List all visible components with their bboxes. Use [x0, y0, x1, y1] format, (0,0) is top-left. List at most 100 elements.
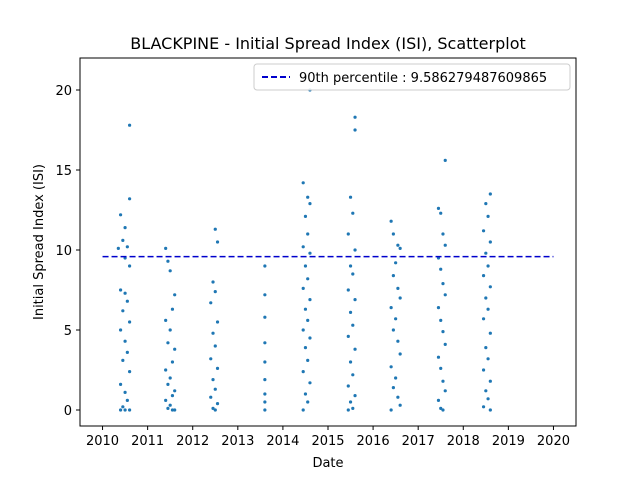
data-point	[308, 251, 312, 255]
data-point	[353, 394, 357, 398]
data-point	[348, 264, 353, 268]
data-point	[389, 365, 393, 369]
data-point	[128, 370, 132, 374]
data-point	[353, 347, 357, 351]
data-point	[211, 406, 215, 410]
data-point	[488, 240, 492, 244]
data-point	[164, 368, 168, 372]
data-point	[308, 336, 312, 340]
data-point	[441, 330, 445, 334]
data-point	[263, 293, 267, 297]
data-point	[398, 403, 402, 407]
data-point	[173, 408, 177, 412]
data-point	[121, 358, 125, 362]
data-point	[353, 128, 357, 132]
data-point	[118, 408, 123, 412]
x-axis-label: Date	[312, 456, 343, 471]
data-point	[301, 245, 305, 249]
data-point	[215, 366, 220, 370]
data-point	[211, 378, 215, 382]
data-point	[436, 398, 441, 402]
data-point	[213, 290, 217, 294]
data-point	[170, 394, 175, 398]
data-point	[263, 360, 267, 364]
data-point	[263, 264, 267, 268]
y-tick-label: 10	[55, 244, 72, 259]
data-point	[303, 307, 308, 311]
data-point	[394, 261, 398, 265]
data-point	[486, 357, 490, 361]
data-point	[263, 400, 267, 404]
data-point	[128, 197, 132, 201]
data-point	[481, 274, 486, 278]
data-point	[484, 202, 488, 206]
data-point	[118, 288, 123, 292]
data-point	[121, 238, 125, 242]
data-point	[164, 246, 168, 250]
data-point	[486, 307, 490, 311]
data-point	[215, 402, 220, 406]
data-point	[391, 232, 395, 236]
x-tick-label: 2016	[357, 434, 390, 449]
data-point	[308, 298, 312, 302]
x-tick-label: 2011	[131, 434, 164, 449]
data-point	[301, 286, 305, 290]
data-point	[484, 346, 488, 350]
data-point	[439, 366, 443, 370]
data-point	[164, 398, 168, 402]
data-point	[263, 392, 267, 396]
data-point	[128, 123, 132, 127]
data-point	[351, 406, 355, 410]
data-point	[394, 376, 398, 380]
data-point	[168, 403, 172, 407]
data-point	[168, 269, 172, 273]
data-point	[166, 341, 170, 345]
data-point	[346, 408, 350, 412]
data-point	[396, 395, 400, 399]
data-point	[443, 243, 447, 247]
data-point	[439, 211, 443, 215]
data-point	[121, 309, 125, 313]
x-tick-label: 2015	[311, 434, 344, 449]
data-point	[123, 408, 127, 412]
axes: 2010 2011 2012 2013 2014 2015 2016 2017 2018 2019…	[55, 84, 570, 449]
x-tick-label: 2020	[537, 434, 570, 449]
data-point	[306, 232, 310, 236]
data-point	[436, 206, 441, 210]
data-point	[351, 272, 355, 276]
data-point	[436, 306, 441, 310]
data-point	[118, 382, 123, 386]
legend-entry-label: 90th percentile : 9.586279487609865	[299, 71, 547, 86]
data-point	[391, 328, 395, 332]
data-point	[441, 232, 445, 236]
data-point	[263, 341, 267, 345]
data-point	[168, 376, 172, 380]
y-axis-label: Initial Spread Index (ISI)	[32, 164, 47, 320]
data-point	[441, 379, 445, 383]
data-point	[301, 181, 305, 185]
legend-box	[253, 63, 571, 91]
data-point	[168, 328, 172, 332]
data-point	[125, 350, 129, 354]
data-point	[308, 202, 312, 206]
data-point	[391, 274, 395, 278]
y-tick-label: 15	[55, 164, 72, 179]
data-point	[123, 291, 127, 295]
data-point	[123, 339, 127, 343]
plot-area	[102, 88, 554, 412]
data-point	[303, 392, 308, 396]
data-point	[439, 406, 443, 410]
data-point	[301, 328, 305, 332]
data-point	[481, 229, 486, 233]
data-point	[215, 320, 220, 324]
data-point	[486, 397, 490, 401]
data-point	[128, 320, 132, 324]
data-point	[306, 318, 310, 322]
data-point	[353, 115, 357, 119]
data-point	[443, 342, 447, 346]
data-point	[488, 285, 492, 289]
data-point	[170, 360, 175, 364]
data-point	[351, 373, 355, 377]
data-point	[443, 293, 447, 297]
data-point	[125, 299, 129, 303]
